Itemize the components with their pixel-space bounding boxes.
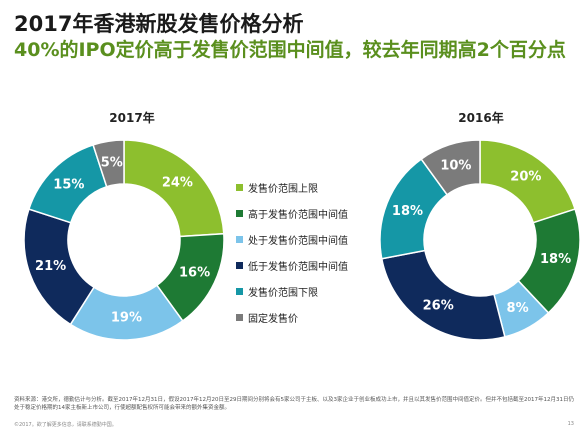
chart-title-2017: 2017年 [109,111,155,125]
legend-swatch [236,183,243,191]
legend-label: 固定发售价 [248,313,298,325]
legend-swatch [236,261,243,269]
copyright-text: ©2017。欲了解更多信息，请联系德勤中国。 [14,422,117,428]
page-subtitle: 40%的IPO定价高于发售价范围中间值，较去年同期高2个百分点 [14,39,566,61]
page-title: 2017年香港新股发售价格分析 [14,12,304,36]
legend-swatch [236,209,243,217]
legend-label: 高于发售价范围中间值 [248,209,348,221]
slice-data-label: 15% [53,177,84,192]
slice-data-label: 18% [392,204,423,219]
slice-data-label: 21% [35,259,66,274]
legend-swatch [236,313,243,321]
donut-slice [92,139,125,188]
slice-data-label: 18% [540,252,571,267]
legend-item-above-mid: 高于发售价范围中间值 [236,200,386,226]
chart-legend: 发售价范围上限 高于发售价范围中间值 处于发售价范围中间值 低于发售价范围中间值… [236,174,386,330]
slice-data-label: 5% [101,155,123,170]
legend-item-fixed-price: 固定发售价 [236,304,386,330]
legend-item-mid: 处于发售价范围中间值 [236,226,386,252]
slice-data-label: 24% [162,176,193,191]
slice-data-label: 8% [507,301,529,316]
donut-slice [420,139,481,196]
legend-swatch [236,287,243,295]
donut-chart-2017: 24% 16% 19% 21% 15% 5% [23,139,225,341]
slice-data-label: 20% [510,169,541,184]
legend-item-lower-limit: 发售价范围下限 [236,278,386,304]
legend-label: 发售价范围上限 [248,183,318,195]
legend-item-below-mid: 低于发售价范围中间值 [236,252,386,278]
donut-chart-2016: 20% 18% 8% 26% 18% 10% [379,139,581,341]
source-footnote: 资料来源：港交所，德勤估计与分析。截至2017年12月31日，假设2017年12… [14,397,574,411]
legend-item-upper-limit: 发售价范围上限 [236,174,386,200]
legend-swatch [236,235,243,243]
slice-data-label: 10% [440,158,471,173]
legend-label: 处于发售价范围中间值 [248,235,348,247]
slice-data-label: 26% [423,298,454,313]
donut-slice [123,139,225,238]
slice-data-label: 16% [179,266,210,281]
legend-label: 低于发售价范围中间值 [248,261,348,273]
page-number: 13 [567,421,574,427]
donut-slice [380,249,506,341]
chart-title-2016: 2016年 [458,111,504,125]
slice-data-label: 19% [111,310,142,325]
legend-label: 发售价范围下限 [248,287,318,299]
